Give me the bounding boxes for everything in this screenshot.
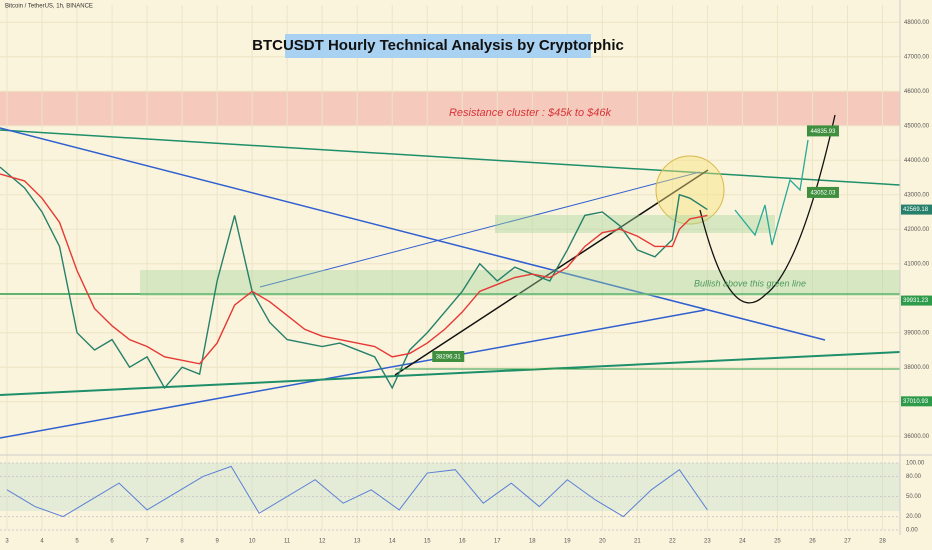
x-tick-label: 16 xyxy=(459,539,466,545)
x-tick-label: 17 xyxy=(494,539,501,545)
rsi-tick-label: 0.00 xyxy=(906,528,918,534)
green-zone xyxy=(495,215,775,233)
price-label: 44835.93 xyxy=(810,129,836,135)
x-tick-label: 9 xyxy=(215,539,219,545)
axis-tag xyxy=(901,204,932,215)
x-tick-label: 5 xyxy=(75,539,79,545)
highlight-circle xyxy=(655,155,725,225)
x-tick-label: 22 xyxy=(669,539,676,545)
trendline xyxy=(394,169,709,376)
x-tick-label: 26 xyxy=(809,539,816,545)
x-tick-label: 8 xyxy=(180,539,184,545)
x-tick-label: 11 xyxy=(284,539,291,545)
x-tick-label: 12 xyxy=(319,539,326,545)
annotation: Bullish above this green line xyxy=(694,278,806,288)
projection xyxy=(734,139,809,246)
axis-tag-label: 39931.23 xyxy=(903,298,929,304)
axis-tag xyxy=(901,295,932,306)
trendline xyxy=(0,127,826,341)
y-tick-label: 48000.00 xyxy=(904,20,930,26)
x-tick-label: 3 xyxy=(5,539,9,545)
y-tick-label: 38000.00 xyxy=(904,365,930,371)
y-tick-label: 39000.00 xyxy=(904,330,930,336)
axis-tag-label: 37010.93 xyxy=(903,399,929,405)
trendline xyxy=(0,129,901,186)
chart-title: BTCUSDT Hourly Technical Analysis by Cry… xyxy=(252,37,624,54)
price-line xyxy=(0,166,708,390)
green-zone xyxy=(140,270,900,296)
rsi-band xyxy=(0,463,900,511)
x-tick-label: 23 xyxy=(704,539,711,545)
resistance-zone xyxy=(0,91,900,126)
trendlines xyxy=(0,114,901,511)
x-tick-label: 21 xyxy=(634,539,641,545)
x-tick-label: 27 xyxy=(844,539,851,545)
x-tick-label: 19 xyxy=(564,539,571,545)
price-line xyxy=(0,173,708,365)
y-tick-label: 44000.00 xyxy=(904,158,930,164)
price-label: 38296.31 xyxy=(436,355,462,361)
y-tick-label: 46000.00 xyxy=(904,89,930,95)
price-label-box xyxy=(806,125,839,137)
x-tick-label: 15 xyxy=(424,539,431,545)
rsi-tick-label: 50.00 xyxy=(906,494,922,500)
x-tick-label: 14 xyxy=(389,539,396,545)
rsi-tick-label: 100.00 xyxy=(906,461,925,467)
x-tick-label: 6 xyxy=(110,539,114,545)
price-label: 43052.03 xyxy=(810,191,836,197)
annotation: Resistance cluster : $45k to $46k xyxy=(449,107,612,119)
x-tick-label: 10 xyxy=(249,539,256,545)
rsi-tick-label: 80.00 xyxy=(906,474,922,480)
price-label-box xyxy=(432,350,465,362)
y-tick-label: 45000.00 xyxy=(904,123,930,129)
x-tick-label: 4 xyxy=(40,539,44,545)
price-label-box xyxy=(806,186,839,198)
trendline xyxy=(0,309,706,439)
y-tick-label: 42000.00 xyxy=(904,227,930,233)
rsi-tick-label: 20.00 xyxy=(906,514,922,520)
x-tick-label: 25 xyxy=(774,539,781,545)
x-tick-label: 24 xyxy=(739,539,746,545)
x-tick-label: 20 xyxy=(599,539,606,545)
symbol-header: Bitcoin / TetherUS, 1h, BINANCE xyxy=(5,4,93,10)
axis-tag xyxy=(901,396,932,407)
y-tick-label: 47000.00 xyxy=(904,54,930,60)
trendline xyxy=(259,171,701,288)
title-box xyxy=(285,34,591,58)
y-tick-label: 41000.00 xyxy=(904,261,930,267)
axis-tag-label: 42569.18 xyxy=(903,207,929,213)
y-tick-label: 36000.00 xyxy=(904,434,930,440)
x-tick-label: 18 xyxy=(529,539,536,545)
rsi-line xyxy=(6,465,708,518)
x-tick-label: 13 xyxy=(354,539,361,545)
trendline xyxy=(0,351,901,396)
x-tick-label: 7 xyxy=(145,539,149,545)
x-tick-label: 28 xyxy=(879,539,886,545)
back-layer xyxy=(0,5,900,530)
y-tick-label: 43000.00 xyxy=(904,192,930,198)
